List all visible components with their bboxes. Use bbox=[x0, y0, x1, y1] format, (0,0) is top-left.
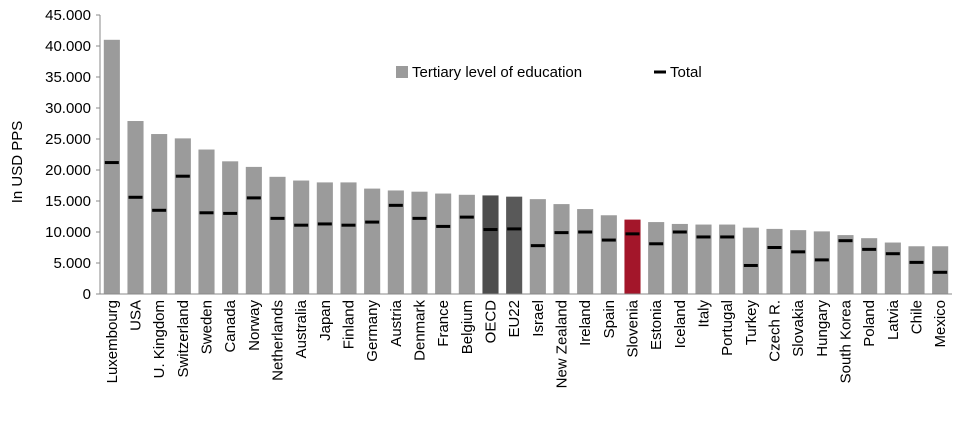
legend: Tertiary level of education Total bbox=[396, 64, 702, 81]
x-tick-label: South Korea bbox=[838, 299, 855, 383]
x-tick-label: Slovakia bbox=[790, 299, 807, 356]
x-tick-label: Canada bbox=[222, 299, 239, 352]
bar bbox=[553, 204, 570, 294]
bar bbox=[837, 235, 854, 294]
bars-group bbox=[103, 39, 949, 295]
x-tick-label: Finland bbox=[341, 300, 358, 349]
x-tick-label: Portugal bbox=[719, 300, 736, 356]
bar bbox=[766, 228, 783, 294]
bar bbox=[458, 194, 475, 294]
x-tick-label: Chile bbox=[909, 300, 926, 334]
x-axis-labels: Luxembourg USA U. Kingdom Switzerland Sweden… bbox=[104, 299, 949, 388]
y-tick-label: 0 bbox=[83, 286, 91, 303]
x-tick-label: Hungary bbox=[814, 300, 831, 357]
x-tick-label: Sweden bbox=[199, 300, 216, 354]
x-tick-label: Iceland bbox=[672, 300, 689, 348]
x-tick-label: Germany bbox=[364, 300, 381, 362]
bar bbox=[151, 134, 168, 294]
bar bbox=[671, 223, 688, 294]
x-tick-label: OECD bbox=[483, 300, 500, 344]
x-tick-label: Latvia bbox=[885, 299, 902, 340]
bar bbox=[435, 193, 452, 294]
y-tick-label: 30.000 bbox=[45, 100, 91, 117]
bar bbox=[482, 195, 499, 294]
bar bbox=[908, 246, 925, 294]
bar bbox=[198, 149, 215, 294]
y-tick-label: 25.000 bbox=[45, 131, 91, 148]
bar bbox=[174, 138, 191, 294]
y-tick-label: 5.000 bbox=[53, 255, 91, 272]
bar bbox=[269, 176, 286, 294]
bar bbox=[127, 121, 144, 295]
x-tick-label: France bbox=[435, 300, 452, 347]
bar bbox=[577, 209, 594, 294]
x-tick-label: New Zealand bbox=[554, 300, 571, 388]
bar bbox=[103, 39, 120, 294]
y-tick-label: 20.000 bbox=[45, 162, 91, 179]
bar bbox=[648, 222, 665, 294]
x-tick-label: Norway bbox=[246, 300, 263, 351]
x-tick-label: EU22 bbox=[506, 300, 523, 338]
legend-swatch-tertiary bbox=[396, 66, 408, 78]
x-tick-label: Austria bbox=[388, 299, 405, 346]
x-tick-label: Belgium bbox=[459, 300, 476, 354]
y-tick-label: 10.000 bbox=[45, 224, 91, 241]
total-markers-group bbox=[104, 161, 948, 274]
y-tick-label: 15.000 bbox=[45, 193, 91, 210]
legend-label-tertiary: Tertiary level of education bbox=[412, 64, 582, 81]
y-tick-label: 45.000 bbox=[45, 7, 91, 24]
bar bbox=[695, 224, 712, 294]
x-tick-label: Poland bbox=[861, 300, 878, 347]
x-tick-label: Australia bbox=[293, 299, 310, 358]
x-tick-label: Switzerland bbox=[175, 300, 192, 378]
x-tick-label: USA bbox=[128, 300, 145, 331]
bar bbox=[293, 180, 310, 294]
x-tick-label: Netherlands bbox=[270, 300, 287, 381]
bar bbox=[624, 219, 641, 294]
bar bbox=[790, 230, 807, 294]
x-tick-label: Estonia bbox=[648, 299, 665, 350]
x-tick-label: Luxembourg bbox=[104, 300, 121, 383]
x-tick-label: U. Kingdom bbox=[151, 300, 168, 378]
x-tick-label: Japan bbox=[317, 300, 334, 341]
bar bbox=[719, 224, 736, 294]
legend-label-total: Total bbox=[670, 64, 702, 81]
x-tick-label: Ireland bbox=[577, 300, 594, 346]
bar bbox=[340, 182, 357, 294]
x-tick-label: Mexico bbox=[932, 300, 949, 348]
bar bbox=[600, 215, 617, 294]
y-tick-label: 35.000 bbox=[45, 69, 91, 86]
bar bbox=[861, 238, 878, 294]
y-axis-label: In USD PPS bbox=[9, 121, 26, 204]
y-axis-ticks: 0 5.000 10.000 15.000 20.000 25.000 30.000 35.0… bbox=[45, 7, 100, 303]
x-tick-label: Slovenia bbox=[625, 299, 642, 357]
x-tick-label: Czech R. bbox=[767, 300, 784, 362]
x-tick-label: Turkey bbox=[743, 300, 760, 346]
bar bbox=[742, 227, 759, 294]
bar bbox=[813, 231, 830, 294]
y-tick-label: 40.000 bbox=[45, 38, 91, 55]
x-tick-label: Italy bbox=[696, 300, 713, 328]
bar bbox=[884, 242, 901, 294]
bar bbox=[316, 182, 333, 294]
bar bbox=[411, 191, 428, 294]
bar bbox=[387, 190, 404, 294]
x-tick-label: Spain bbox=[601, 300, 618, 338]
bar bbox=[932, 246, 949, 294]
bar bbox=[222, 161, 239, 294]
x-axis bbox=[99, 15, 952, 295]
x-tick-label: Denmark bbox=[412, 300, 429, 361]
bar bbox=[364, 188, 381, 294]
bar bbox=[245, 166, 262, 294]
bar bbox=[506, 196, 523, 294]
x-tick-label: Israel bbox=[530, 300, 547, 337]
